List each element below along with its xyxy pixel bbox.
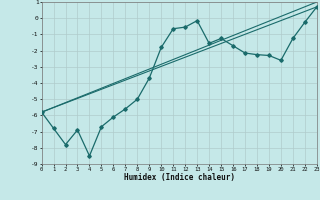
X-axis label: Humidex (Indice chaleur): Humidex (Indice chaleur)	[124, 173, 235, 182]
